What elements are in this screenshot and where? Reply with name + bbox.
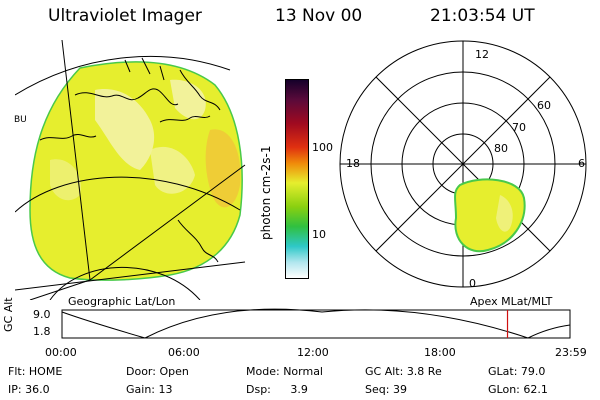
time-tick-0000: 00:00 xyxy=(45,346,77,359)
door-value: Open xyxy=(159,365,189,378)
flight-value: HOME xyxy=(28,365,63,378)
time-tick-2359: 23:59 xyxy=(555,346,587,359)
mlt-label-12: 12 xyxy=(475,48,489,61)
mlt-polar-plot xyxy=(339,40,587,288)
altitude-axis-label: GC Alt xyxy=(2,297,15,332)
geographic-image xyxy=(15,40,246,300)
mlat-label-80: 80 xyxy=(494,142,508,155)
lat-lon-grid xyxy=(15,40,246,300)
ip-label: IP: xyxy=(8,383,22,396)
mlt-label-18: 18 xyxy=(346,157,360,170)
glon-value: 62.1 xyxy=(523,383,548,396)
glat-value: 79.0 xyxy=(520,365,546,378)
time-tick-1200: 12:00 xyxy=(297,346,329,359)
glat-label: GLat: xyxy=(488,365,518,378)
intensity-colorbar xyxy=(285,79,309,279)
mlat-label-60: 60 xyxy=(537,99,551,112)
image-time: 21:03:54 UT xyxy=(430,6,535,26)
time-tick-1800: 18:00 xyxy=(424,346,456,359)
altitude-axis-bottom: 1.8 xyxy=(33,325,51,338)
mode-value: Normal xyxy=(283,365,323,378)
gain-label: Gain: xyxy=(126,383,155,396)
colorbar-tick-10: 10 xyxy=(312,228,326,241)
colorbar-units-label: photon cm-2s-1 xyxy=(259,145,273,241)
gc-altitude-value: 3.8 Re xyxy=(406,365,442,378)
gain-value: 13 xyxy=(158,383,173,396)
orbit-altitude-curve xyxy=(61,308,571,339)
mlt-label-0: 0 xyxy=(469,277,476,290)
image-date: 13 Nov 00 xyxy=(275,6,363,26)
gc-altitude-label: GC Alt: xyxy=(365,365,404,378)
instrument-title: Ultraviolet Imager xyxy=(48,6,202,26)
mlat-label-70: 70 xyxy=(512,121,526,134)
mode-label: Mode: xyxy=(246,365,280,378)
sequence-value: 39 xyxy=(392,383,407,396)
sequence-label: Seq: xyxy=(365,383,390,396)
apex-caption: Apex MLat/MLT xyxy=(470,295,553,308)
colorbar-tick-100: 100 xyxy=(312,141,333,154)
ip-value: 36.0 xyxy=(25,383,50,396)
coastlines xyxy=(39,57,221,263)
dsp-label: Dsp: xyxy=(246,383,271,396)
mlt-label-6: 6 xyxy=(578,157,585,170)
map-edge-label: BU xyxy=(14,115,27,125)
time-tick-0600: 06:00 xyxy=(168,346,200,359)
altitude-axis-top: 9.0 xyxy=(33,308,51,321)
altitude-timeline xyxy=(61,308,571,339)
glon-label: GLon: xyxy=(488,383,520,396)
dsp-value: 3.9 xyxy=(290,383,308,396)
geographic-caption: Geographic Lat/Lon xyxy=(68,295,176,308)
flight-label: Flt: xyxy=(8,365,26,378)
auroral-oval xyxy=(454,178,526,253)
polar-grid xyxy=(339,40,587,288)
door-label: Door: xyxy=(126,365,156,378)
